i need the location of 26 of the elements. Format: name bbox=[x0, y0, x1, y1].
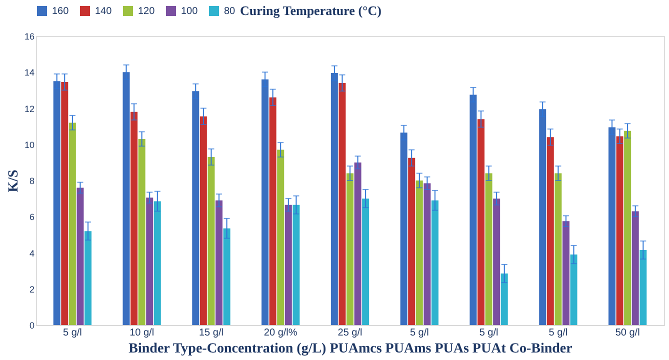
x-tick-label: 15 g/l bbox=[198, 328, 224, 338]
y-tick-label: 4 bbox=[29, 248, 34, 258]
y-axis-title: K/S bbox=[6, 170, 22, 192]
y-tick-label: 8 bbox=[29, 176, 34, 186]
y-tick-label: 2 bbox=[29, 284, 34, 294]
x-tick-label: 20 g/l% bbox=[264, 328, 298, 338]
x-tick-label: 5 g/l bbox=[62, 328, 82, 338]
y-tick-label: 16 bbox=[24, 32, 34, 42]
y-tick-label: 12 bbox=[24, 104, 34, 114]
x-tick-label: 50 g/l bbox=[615, 328, 640, 338]
legend-title: Curing Temperature (°C) bbox=[240, 3, 382, 18]
y-tick-label: 0 bbox=[29, 320, 34, 330]
y-tick-label: 10 bbox=[24, 140, 34, 150]
legend-label: 140 bbox=[95, 6, 112, 17]
y-tick-label: 6 bbox=[29, 212, 34, 222]
x-axis-title: Binder Type-Concentration (g/L) PUAmcs PUAms PUAs PUAt Co-Binder bbox=[128, 342, 572, 356]
legend-label: 100 bbox=[181, 6, 198, 17]
x-tick-label: 10 g/l bbox=[130, 328, 154, 338]
legend-label: 160 bbox=[52, 6, 70, 17]
x-tick-label: 5 g/l bbox=[479, 328, 498, 338]
legend-label: 120 bbox=[138, 6, 156, 17]
x-tick-label: 5 g/l bbox=[410, 328, 429, 338]
y-tick-label: 14 bbox=[24, 68, 34, 78]
legend-label: 80 bbox=[224, 6, 236, 17]
x-tick-label: 25 g/l bbox=[338, 328, 362, 338]
x-tick-label: 5 g/l bbox=[548, 328, 568, 338]
